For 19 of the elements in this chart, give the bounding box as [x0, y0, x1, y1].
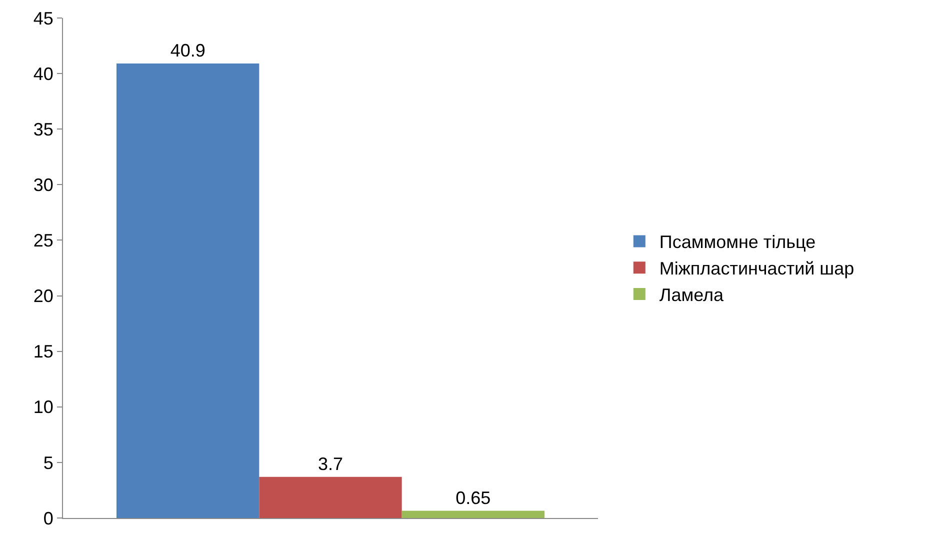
y-tick-label: 5	[43, 452, 54, 473]
y-tick-label: 0	[43, 508, 54, 528]
data-label: 0.65	[456, 488, 491, 508]
y-tick-label: 10	[33, 397, 54, 418]
data-label: 3.7	[318, 454, 344, 474]
y-tick-label: 45	[33, 8, 54, 28]
y-tick-label: 15	[33, 342, 54, 362]
bar	[116, 64, 260, 518]
bar	[402, 510, 544, 518]
legend-label: Ламела	[659, 285, 725, 306]
data-label: 40.9	[170, 40, 206, 61]
y-tick-label: 20	[33, 286, 54, 306]
legend-label: Міжпластинчастий шар	[659, 258, 854, 279]
y-tick-label: 25	[33, 230, 54, 251]
bar	[259, 476, 402, 518]
y-tick-label: 30	[33, 174, 54, 195]
y-tick-label: 40	[33, 64, 54, 84]
legend-label: Псаммомне тільце	[659, 232, 816, 252]
y-tick-label: 35	[33, 119, 54, 140]
